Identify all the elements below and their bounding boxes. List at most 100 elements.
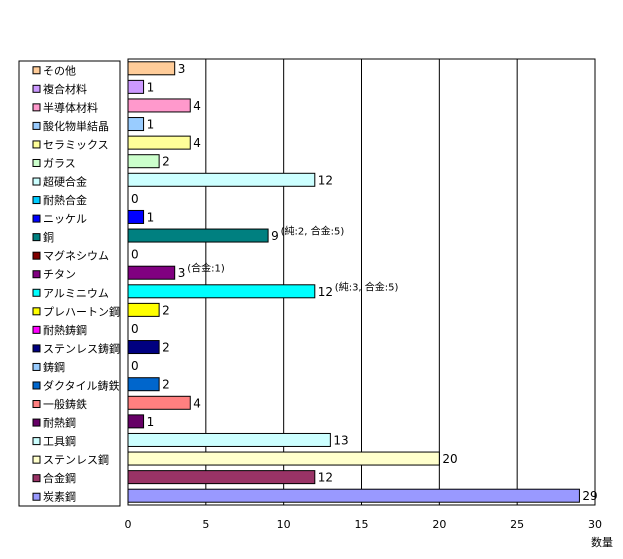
bar — [127, 488, 580, 503]
legend-swatch — [32, 66, 41, 75]
legend-entry: ダクタイル鋳鉄 — [43, 378, 120, 392]
bar — [127, 432, 331, 447]
bar — [127, 154, 160, 169]
legend-entry: 銅 — [43, 230, 54, 244]
annotation: (合金:1) — [187, 262, 225, 275]
legend-frame — [18, 60, 121, 507]
legend-swatch — [32, 140, 41, 149]
bar — [127, 470, 316, 485]
value-label: 0 — [131, 248, 139, 262]
legend: その他複合材料半導体材料酸化物単結晶セラミックスガラス超硬合金耐熱合金ニッケル銅… — [18, 60, 121, 507]
legend-swatch — [32, 121, 41, 130]
legend-swatch — [32, 270, 41, 279]
bar — [127, 117, 145, 132]
bar — [127, 395, 191, 410]
bar — [127, 340, 160, 355]
bar — [127, 414, 145, 429]
legend-entry: ステンレス鋼 — [43, 453, 109, 467]
legend-entry: 炭素鋼 — [43, 490, 76, 504]
value-label: 1 — [147, 415, 155, 429]
bar — [127, 302, 160, 317]
legend-entry: ガラス — [43, 157, 76, 170]
value-label: 29 — [582, 489, 597, 503]
legend-entry: 半導体材料 — [43, 100, 98, 114]
bar — [127, 172, 316, 187]
legend-entry: 合金鋼 — [43, 471, 76, 485]
value-label: 1 — [147, 118, 155, 132]
value-label: 1 — [147, 210, 155, 224]
value-label: 12 — [318, 285, 333, 299]
value-label: 2 — [162, 341, 170, 355]
legend-entry: セラミックス — [43, 138, 109, 151]
legend-swatch — [32, 474, 41, 483]
value-label: 4 — [193, 396, 201, 410]
bar — [127, 209, 145, 224]
legend-entry: 酸化物単結晶 — [43, 119, 109, 133]
value-label: 3 — [178, 266, 186, 280]
legend-swatch — [32, 400, 41, 409]
legend-swatch — [32, 84, 41, 93]
legend-entry: マグネシウム — [43, 249, 109, 263]
value-label: 12 — [318, 173, 333, 187]
bar — [127, 79, 145, 94]
legend-entry: チタン — [43, 268, 76, 281]
legend-swatch — [32, 251, 41, 260]
annotation: (純:2, 合金:5) — [281, 225, 345, 238]
annotation: (純:3, 合金:5) — [335, 280, 399, 293]
legend-swatch — [32, 233, 41, 242]
legend-entry: プレハートン鋼 — [43, 304, 120, 318]
bar — [127, 265, 176, 280]
legend-swatch — [32, 288, 41, 297]
value-label: 1 — [147, 80, 155, 94]
value-label: 0 — [131, 192, 139, 206]
x-axis-ticks: 0 5 10 15 20 25 30 — [125, 518, 603, 531]
value-label: 12 — [318, 471, 333, 485]
legend-entry: 鋳鋼 — [43, 360, 65, 374]
legend-entry: 超硬合金 — [43, 175, 87, 189]
legend-swatch — [32, 214, 41, 223]
legend-entry: 耐熱鋼 — [43, 416, 76, 430]
legend-swatch — [32, 381, 41, 390]
value-label: 2 — [162, 303, 170, 317]
bar — [127, 98, 191, 113]
legend-swatch — [32, 196, 41, 205]
legend-swatch — [32, 362, 41, 371]
x-tick-label: 25 — [510, 518, 524, 531]
legend-entry: 耐熱鋳鋼 — [43, 323, 87, 337]
legend-swatch — [32, 455, 41, 464]
bar — [127, 451, 440, 466]
legend-entry: 耐熱合金 — [43, 193, 87, 207]
value-label: 4 — [193, 99, 201, 113]
value-label: 0 — [131, 322, 139, 336]
x-tick-label: 0 — [125, 518, 132, 531]
bar — [127, 284, 316, 299]
legend-entry: 一般鋳鉄 — [43, 397, 87, 411]
grid-lines — [205, 59, 518, 505]
x-tick-label: 10 — [277, 518, 291, 531]
x-tick-label: 30 — [588, 518, 602, 531]
legend-entry: 複合材料 — [43, 82, 87, 96]
bar — [127, 61, 176, 76]
x-axis-label: 数量 — [591, 536, 613, 549]
legend-swatch — [32, 437, 41, 446]
legend-entry: アルミニウム — [43, 287, 109, 300]
legend-swatch — [32, 103, 41, 112]
value-label: 9 — [271, 229, 279, 243]
x-tick-label: 5 — [202, 518, 209, 531]
bars — [127, 61, 580, 503]
value-label: 4 — [193, 136, 201, 150]
legend-swatch — [32, 344, 41, 353]
value-label: 3 — [178, 62, 186, 76]
bar — [127, 135, 191, 150]
value-label: 2 — [162, 378, 170, 392]
x-tick-label: 15 — [355, 518, 369, 531]
legend-swatch — [32, 177, 41, 186]
legend-entry: ステンレス鋳鋼 — [43, 341, 120, 355]
value-label: 20 — [442, 452, 457, 466]
legend-entry: その他 — [43, 64, 76, 77]
bar — [127, 228, 269, 243]
value-label: 0 — [131, 359, 139, 373]
legend-entry: 工具鋼 — [43, 434, 76, 448]
